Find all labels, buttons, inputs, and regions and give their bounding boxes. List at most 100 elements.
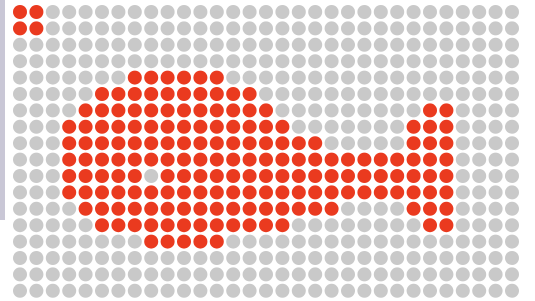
gray-dot bbox=[161, 21, 175, 35]
gray-dot bbox=[390, 21, 404, 35]
gray-dot bbox=[472, 185, 486, 199]
gray-dot bbox=[275, 251, 289, 265]
gray-dot bbox=[472, 251, 486, 265]
gray-dot bbox=[161, 284, 175, 298]
gray-dot bbox=[456, 21, 470, 35]
gray-dot bbox=[390, 218, 404, 232]
red-dot bbox=[325, 202, 339, 216]
gray-dot bbox=[374, 120, 388, 134]
gray-dot bbox=[357, 103, 371, 117]
red-dot bbox=[243, 202, 257, 216]
gray-dot bbox=[62, 284, 76, 298]
red-dot bbox=[79, 136, 93, 150]
gray-dot bbox=[13, 185, 27, 199]
gray-dot bbox=[226, 71, 240, 85]
gray-dot bbox=[259, 38, 273, 52]
red-dot bbox=[259, 218, 273, 232]
gray-dot bbox=[226, 54, 240, 68]
gray-dot bbox=[226, 284, 240, 298]
gray-dot bbox=[472, 218, 486, 232]
red-dot bbox=[177, 235, 191, 249]
red-dot bbox=[193, 153, 207, 167]
gray-dot bbox=[226, 267, 240, 281]
gray-dot bbox=[308, 103, 322, 117]
gray-dot bbox=[423, 5, 437, 19]
red-dot bbox=[308, 169, 322, 183]
gray-dot bbox=[357, 284, 371, 298]
gray-dot bbox=[29, 38, 43, 52]
gray-dot bbox=[357, 21, 371, 35]
gray-dot bbox=[357, 235, 371, 249]
red-dot bbox=[111, 153, 125, 167]
gray-dot bbox=[423, 21, 437, 35]
red-dot bbox=[292, 169, 306, 183]
gray-dot bbox=[62, 235, 76, 249]
red-dot bbox=[177, 202, 191, 216]
gray-dot bbox=[390, 54, 404, 68]
gray-dot bbox=[341, 251, 355, 265]
gray-dot bbox=[407, 21, 421, 35]
red-dot bbox=[193, 136, 207, 150]
gray-dot bbox=[357, 218, 371, 232]
gray-dot bbox=[210, 21, 224, 35]
red-dot bbox=[13, 21, 27, 35]
gray-dot bbox=[292, 251, 306, 265]
red-dot bbox=[407, 120, 421, 134]
red-dot bbox=[210, 87, 224, 101]
gray-dot bbox=[46, 87, 60, 101]
gray-dot bbox=[161, 267, 175, 281]
gray-dot bbox=[62, 71, 76, 85]
gray-dot bbox=[505, 71, 519, 85]
gray-dot bbox=[325, 218, 339, 232]
gray-dot bbox=[95, 284, 109, 298]
gray-dot bbox=[259, 251, 273, 265]
gray-dot bbox=[308, 87, 322, 101]
red-dot bbox=[95, 153, 109, 167]
gray-dot bbox=[325, 54, 339, 68]
gray-dot bbox=[341, 5, 355, 19]
gray-dot bbox=[423, 87, 437, 101]
gray-dot bbox=[79, 235, 93, 249]
gray-dot bbox=[374, 218, 388, 232]
gray-dot bbox=[111, 71, 125, 85]
red-dot bbox=[161, 136, 175, 150]
gray-dot bbox=[62, 21, 76, 35]
gray-dot bbox=[128, 284, 142, 298]
gray-dot bbox=[374, 251, 388, 265]
red-dot bbox=[357, 169, 371, 183]
red-dot bbox=[161, 202, 175, 216]
gray-dot bbox=[456, 153, 470, 167]
red-dot bbox=[374, 153, 388, 167]
red-dot bbox=[95, 120, 109, 134]
red-dot bbox=[79, 120, 93, 134]
gray-dot bbox=[46, 153, 60, 167]
gray-dot bbox=[374, 54, 388, 68]
red-dot bbox=[95, 202, 109, 216]
red-dot bbox=[243, 169, 257, 183]
red-dot bbox=[341, 169, 355, 183]
gray-dot bbox=[341, 21, 355, 35]
red-dot bbox=[177, 103, 191, 117]
gray-dot bbox=[210, 284, 224, 298]
gray-dot bbox=[226, 235, 240, 249]
red-dot bbox=[259, 202, 273, 216]
gray-dot bbox=[177, 38, 191, 52]
gray-dot bbox=[62, 103, 76, 117]
gray-dot bbox=[374, 103, 388, 117]
gray-dot bbox=[62, 267, 76, 281]
red-dot bbox=[144, 103, 158, 117]
gray-dot bbox=[29, 235, 43, 249]
red-dot bbox=[111, 218, 125, 232]
red-dot bbox=[193, 87, 207, 101]
gray-dot bbox=[46, 120, 60, 134]
gray-dot bbox=[472, 169, 486, 183]
red-dot bbox=[128, 153, 142, 167]
gray-dot bbox=[308, 71, 322, 85]
gray-dot bbox=[13, 235, 27, 249]
red-dot bbox=[13, 5, 27, 19]
red-dot bbox=[95, 185, 109, 199]
red-dot bbox=[423, 185, 437, 199]
red-dot bbox=[79, 153, 93, 167]
gray-dot bbox=[79, 87, 93, 101]
gray-dot bbox=[29, 120, 43, 134]
